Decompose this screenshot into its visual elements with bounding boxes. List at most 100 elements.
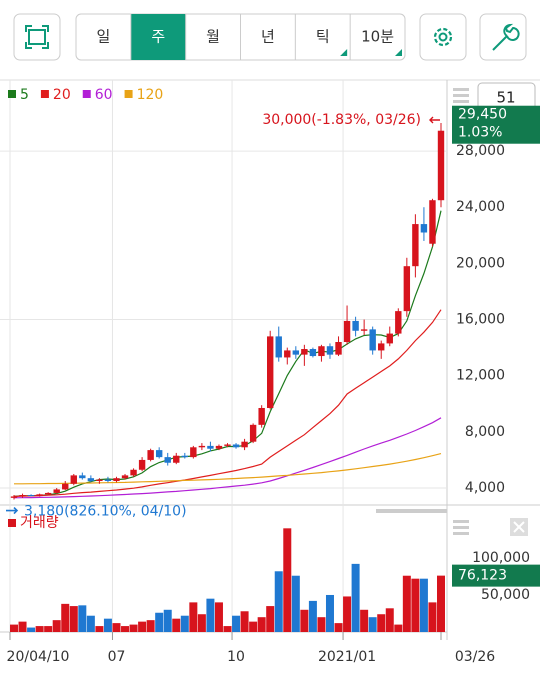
candle-body xyxy=(352,320,359,331)
y-tick-label: 100,000 xyxy=(472,550,530,566)
candle-body xyxy=(343,320,351,343)
last-price: 29,450 xyxy=(458,107,507,123)
settings-button[interactable] xyxy=(419,13,467,61)
volume-bar xyxy=(257,617,266,632)
last-change: 1.03% xyxy=(458,125,502,141)
scrollbar[interactable] xyxy=(376,509,447,513)
tab-corner xyxy=(340,49,348,56)
tab[interactable] xyxy=(130,14,186,60)
tools-button[interactable] xyxy=(479,13,527,61)
volume-bar xyxy=(214,602,223,632)
candle-body xyxy=(292,350,300,355)
candle-body xyxy=(121,475,129,479)
volume-bar xyxy=(360,609,369,632)
candle-body xyxy=(360,329,368,331)
volume-bar xyxy=(112,623,121,632)
volume-bar xyxy=(232,615,241,632)
y-tick-label: 16,000 xyxy=(456,312,505,328)
candle-body xyxy=(249,424,257,442)
legend-swatch xyxy=(40,90,49,98)
candle-body xyxy=(96,479,103,481)
candle-body xyxy=(378,343,385,351)
candle-body xyxy=(164,457,171,463)
ma-line xyxy=(13,417,442,499)
candle-body xyxy=(173,455,180,463)
legend-swatch xyxy=(124,90,133,98)
volume-bar xyxy=(95,626,104,632)
legend-label: 60 xyxy=(95,87,113,103)
candle-body xyxy=(190,447,197,458)
volume-bar xyxy=(291,575,300,632)
volume-bar xyxy=(61,603,70,632)
volume-bar xyxy=(121,626,130,632)
gear-icon xyxy=(438,32,448,42)
gear-icon xyxy=(433,27,453,47)
volume-bar xyxy=(69,606,78,632)
toolbar: 일 주 월 년 틱 10분 xyxy=(13,13,527,61)
candle-body xyxy=(437,130,445,201)
volume-bar xyxy=(428,602,437,632)
tab-corner xyxy=(395,49,402,56)
volume-bar xyxy=(249,621,258,632)
candle-body xyxy=(198,445,206,448)
volume-bar xyxy=(138,621,147,632)
candle-body xyxy=(36,494,43,496)
candle-body xyxy=(318,346,325,357)
x-tick-label: 03/26 xyxy=(455,649,495,665)
tab-label: 년 xyxy=(261,28,275,46)
candle-body xyxy=(386,333,393,344)
volume-bar xyxy=(411,578,420,632)
volume-bar xyxy=(368,617,377,632)
fullscreen-icon xyxy=(25,25,49,49)
volume-bar xyxy=(334,623,343,632)
volume-bar xyxy=(27,627,36,632)
candle-body xyxy=(70,475,77,484)
candle-body xyxy=(232,444,240,448)
volume-bar xyxy=(300,609,309,632)
candle-body xyxy=(301,349,308,355)
volume-bar xyxy=(146,620,155,632)
x-tick-label: 10 xyxy=(227,649,245,665)
volume-bar xyxy=(163,609,172,632)
candle-body xyxy=(241,441,248,448)
tab-label: 틱 xyxy=(316,28,330,46)
candle-body xyxy=(267,336,274,408)
volume-bar xyxy=(172,618,181,632)
last-volume-box xyxy=(452,564,540,587)
count-badge-text: 51 xyxy=(496,89,515,107)
arrow-icon xyxy=(429,116,440,124)
fullscreen-button[interactable] xyxy=(13,13,61,61)
candle-body xyxy=(10,496,18,498)
volume-bar xyxy=(240,611,249,632)
volume-bar xyxy=(86,615,95,632)
x-tick-label: 2021/01 xyxy=(318,649,376,665)
period-tabs: 일 주 월 년 틱 10분 xyxy=(75,13,406,61)
ma-line xyxy=(13,309,442,497)
candle-body xyxy=(62,483,69,490)
y-tick-label: 8,000 xyxy=(465,424,505,440)
y-tick-label: 28,000 xyxy=(456,143,505,159)
volume-bar xyxy=(266,606,275,632)
candle-body xyxy=(395,311,402,334)
arrow-icon xyxy=(6,506,19,515)
tab-label: 주 xyxy=(151,28,165,46)
volume-bar xyxy=(189,602,198,632)
y-tick-label: 12,000 xyxy=(456,368,505,384)
x-tick-label: 20/04/10 xyxy=(7,649,70,665)
candle-body xyxy=(155,450,163,458)
legend-swatch xyxy=(82,90,91,98)
volume-bar xyxy=(35,626,44,632)
candle-body xyxy=(369,329,376,351)
candle-body xyxy=(275,336,282,358)
volume-bar xyxy=(129,624,138,632)
candle-body xyxy=(87,478,95,481)
ma-line xyxy=(14,453,442,485)
menu-icon[interactable] xyxy=(453,88,469,535)
volume-bar xyxy=(317,617,326,632)
volume-bar xyxy=(437,575,445,632)
legend-swatch xyxy=(8,90,16,98)
volume-bar xyxy=(10,624,18,632)
legend-label: 거래량 xyxy=(20,515,59,531)
legend-label: 20 xyxy=(53,87,71,103)
legend-label: 5 xyxy=(20,87,29,103)
